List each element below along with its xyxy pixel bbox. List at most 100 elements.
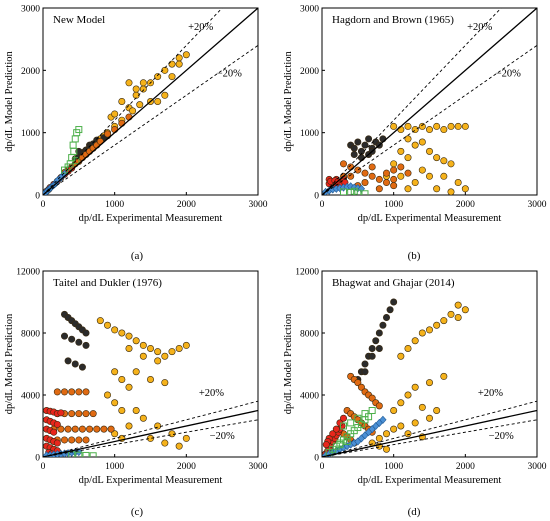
plot-frame (321, 7, 538, 196)
data-point (175, 344, 183, 352)
band-line (322, 8, 502, 195)
data-point (433, 321, 441, 329)
data-point (139, 352, 147, 360)
y-tick-label: 3000 (21, 5, 40, 15)
data-point (354, 414, 362, 422)
y-tick-label: 0 (314, 454, 319, 464)
data-point (147, 375, 155, 383)
data-point (139, 85, 147, 93)
data-point (354, 189, 362, 195)
data-point (89, 452, 97, 457)
data-point (125, 422, 133, 430)
data-point (382, 169, 390, 177)
y-axis-label: dp/dL Model Prediction (283, 50, 294, 151)
data-point (154, 357, 162, 365)
data-point (53, 388, 61, 396)
data-point (53, 420, 61, 428)
y-axis-label: dp/dL Model Prediction (4, 50, 15, 151)
data-point (390, 175, 398, 183)
data-point (354, 166, 362, 174)
y-tick-label: 0 (314, 192, 319, 202)
data-point (139, 414, 147, 422)
series-1 (354, 298, 398, 383)
panel-title: New Model (53, 14, 105, 26)
x-tick-label: 3000 (528, 200, 547, 210)
data-point (411, 383, 419, 391)
data-point (418, 166, 426, 174)
reference-lines (322, 8, 537, 195)
x-tick-label: 2000 (177, 200, 196, 210)
panel-caption: (a) (131, 250, 144, 262)
y-tick-label: 3000 (300, 5, 319, 15)
data-point (71, 135, 79, 143)
data-point (440, 126, 448, 134)
data-point (168, 430, 176, 438)
data-point (375, 434, 383, 442)
data-point (111, 110, 119, 118)
data-point (82, 341, 90, 349)
data-point (75, 338, 83, 346)
data-point (404, 169, 412, 177)
data-point (425, 414, 433, 422)
data-point (454, 313, 462, 321)
data-point (343, 438, 351, 445)
data-point (350, 144, 358, 152)
data-point (368, 394, 376, 402)
data-point (461, 122, 469, 130)
data-point (75, 388, 83, 396)
data-point (397, 422, 405, 430)
plus-20-label: +20% (188, 22, 213, 33)
plus-20-label: +20% (467, 22, 492, 33)
data-point (125, 332, 133, 340)
minus-20-label: −20% (217, 69, 242, 80)
data-point (382, 179, 390, 187)
data-point (397, 172, 405, 180)
data-point (161, 352, 169, 360)
plot-frame (321, 270, 538, 458)
data-point (357, 154, 365, 162)
data-point (418, 329, 426, 337)
data-point (132, 368, 140, 376)
data-point (53, 439, 61, 447)
data-point (454, 122, 462, 130)
series-1 (60, 310, 90, 371)
data-point (440, 317, 448, 325)
data-point (350, 150, 358, 158)
data-point (129, 107, 137, 115)
panel-caption: (b) (408, 250, 421, 262)
parity-line (322, 8, 537, 195)
data-point (89, 410, 97, 418)
data-point (454, 301, 462, 309)
data-point (397, 147, 405, 155)
data-point (382, 430, 390, 438)
data-point (361, 141, 369, 149)
parity-line (43, 409, 258, 457)
data-point (361, 190, 369, 195)
data-point (75, 410, 83, 418)
data-point (336, 441, 344, 449)
data-point (104, 130, 112, 138)
plus-20-label: +20% (199, 388, 224, 399)
data-point (93, 425, 101, 433)
x-axis-label: dp/dL Experimental Measurement (79, 213, 223, 224)
data-point (125, 383, 133, 391)
data-point (175, 442, 183, 450)
data-point (118, 119, 126, 127)
data-point (82, 410, 90, 418)
x-tick-label: 0 (41, 200, 46, 210)
data-point (404, 344, 412, 352)
y-tick-label: 1000 (21, 129, 40, 139)
data-point (118, 375, 126, 383)
panel-d: 0 1000 2000 3000 0 4000 8000 12000 dp/dL Experim… (283, 268, 547, 519)
series-5 (325, 407, 376, 456)
data-point (368, 172, 376, 180)
data-point (78, 363, 86, 371)
data-point (375, 402, 383, 410)
data-point (100, 425, 108, 433)
minus-20-label: −20% (496, 69, 521, 80)
data-point (57, 425, 65, 433)
y-tick-label: 0 (35, 192, 40, 202)
data-point (154, 73, 162, 81)
band-line (322, 400, 537, 457)
data-point (361, 169, 369, 177)
